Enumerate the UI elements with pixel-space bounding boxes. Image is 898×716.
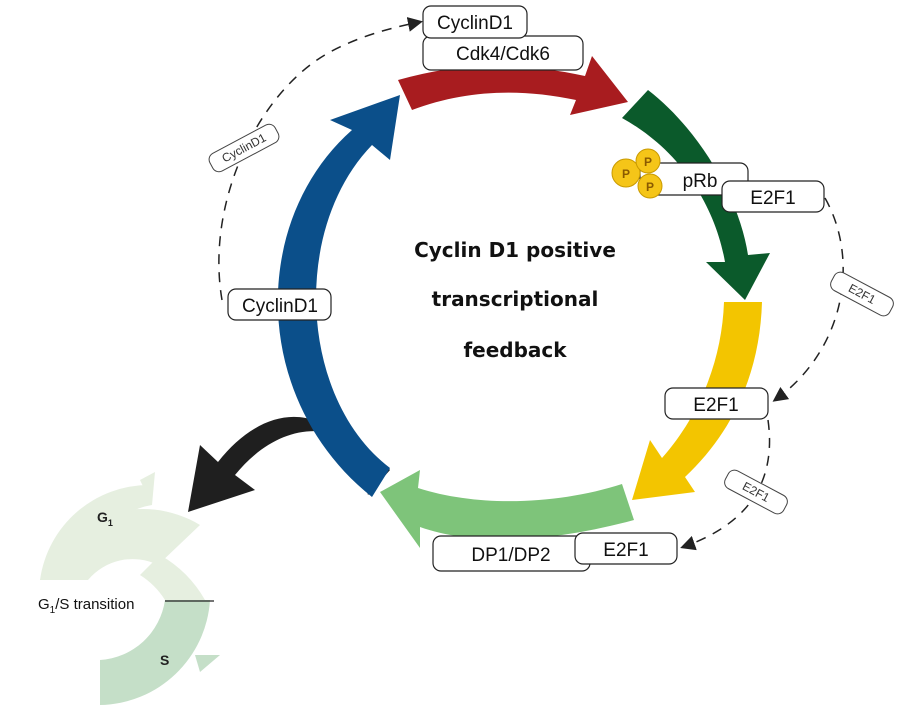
cell-cycle-ring [40, 472, 220, 705]
light-green-arrow [380, 470, 634, 548]
s-arc [100, 600, 210, 705]
cyclin-top-box: CyclinD1 [422, 5, 528, 39]
svg-text:P: P [646, 180, 654, 194]
blue-arrow [277, 95, 400, 497]
g1-s-transition-label: G1/S transition [38, 596, 134, 616]
e2f1-bottom-box: E2F1 [574, 532, 678, 565]
dashed-label-e2f1-a: E2F1 [830, 271, 894, 317]
exit-arrow [188, 416, 390, 512]
e2f1-mid-box: E2F1 [664, 387, 769, 420]
svg-text:CyclinD1: CyclinD1 [437, 13, 513, 34]
s-tail [195, 655, 220, 672]
e2f1-top-box: E2F1 [721, 180, 825, 213]
g1-tail [140, 472, 155, 505]
svg-text:Cdk4/Cdk6: Cdk4/Cdk6 [456, 44, 550, 65]
yellow-arrow [632, 302, 762, 500]
red-arrow [398, 56, 628, 115]
dark-green-arrow [622, 90, 770, 300]
dp-box: DP1/DP2 [432, 535, 591, 572]
cyclin-left-box: CyclinD1 [227, 288, 332, 321]
phosphate-2 [635, 148, 661, 174]
g1-label: G1 [97, 509, 113, 528]
svg-text:E2F1: E2F1 [693, 395, 738, 416]
s-label: S [160, 652, 169, 668]
center-title-line-1: Cyclin D1 positive [414, 238, 616, 262]
svg-text:E2F1: E2F1 [750, 188, 795, 209]
dashed-label-cyclin: CyclinD1 [208, 123, 280, 173]
g1-arc-outer [40, 484, 152, 580]
dashed-label-e2f1-b: E2F1 [724, 469, 788, 515]
cdk-box: Cdk4/Cdk6 [422, 35, 584, 71]
g1-band [140, 555, 205, 600]
phosphate-1 [611, 158, 641, 188]
svg-text:pRb: pRb [683, 171, 718, 192]
phosphate-3 [637, 173, 663, 199]
dashed-e2f1-arc-upper [772, 197, 844, 402]
svg-text:E2F1: E2F1 [603, 540, 648, 561]
svg-text:P: P [644, 155, 652, 169]
svg-text:CyclinD1: CyclinD1 [242, 296, 318, 317]
svg-text:DP1/DP2: DP1/DP2 [471, 545, 550, 566]
center-title-line-2: transcriptional [432, 287, 599, 311]
center-title-line-3: feedback [463, 338, 567, 362]
dashed-cyclin-arc [218, 16, 423, 301]
phosphate-group: P P P [611, 148, 663, 199]
prb-box: pRb [639, 162, 749, 196]
svg-text:P: P [622, 167, 630, 181]
